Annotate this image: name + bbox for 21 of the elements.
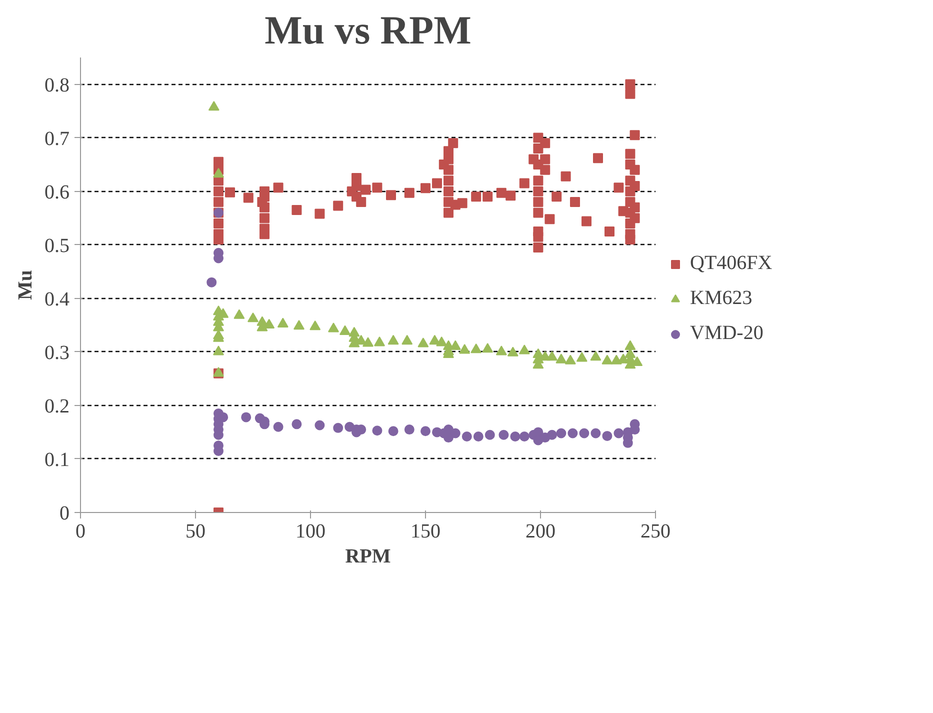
- y-tick-label: 0.3: [44, 342, 70, 364]
- y-axis-title: Mu: [14, 270, 36, 300]
- legend-label: VMD-20: [690, 322, 764, 345]
- x-tick-label: 100: [296, 520, 326, 542]
- y-tick-label: 0.2: [44, 395, 70, 418]
- y-tick-label: 0.4: [44, 288, 70, 310]
- x-tick-label: 200: [526, 520, 556, 542]
- x-tick-label: 0: [76, 520, 86, 542]
- x-tick-label: 150: [410, 520, 440, 542]
- x-tick-label: 50: [186, 520, 206, 542]
- y-tick-label: 0.1: [44, 448, 70, 471]
- y-tick-label: 0.5: [44, 234, 70, 257]
- y-tick-label: 0.6: [44, 181, 70, 204]
- legend-label: KM623: [690, 287, 752, 310]
- y-tick-label: 0.7: [44, 128, 70, 150]
- x-axis-title: RPM: [345, 546, 391, 568]
- legend-label: QT406FX: [690, 252, 772, 275]
- x-tick-label: 250: [640, 520, 670, 542]
- y-tick-label: 0.8: [44, 74, 70, 96]
- y-tick-label: 0: [60, 502, 70, 524]
- chart-title: Mu vs RPM: [264, 8, 472, 52]
